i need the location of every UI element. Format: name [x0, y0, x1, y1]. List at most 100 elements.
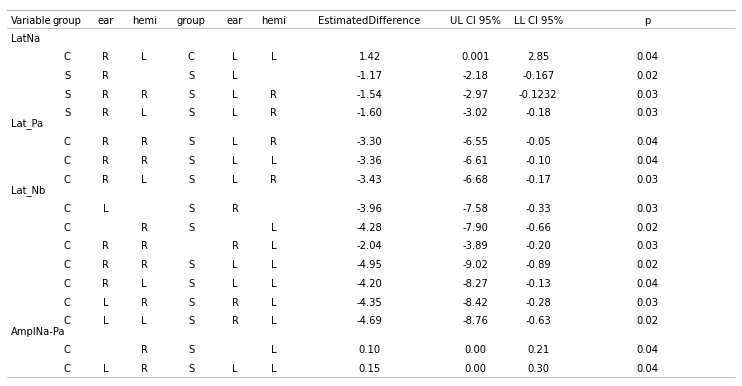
Text: C: C [64, 364, 70, 374]
Text: ear: ear [97, 16, 114, 26]
Text: 0.001: 0.001 [462, 52, 490, 62]
Text: 0.04: 0.04 [637, 137, 658, 147]
Text: 0.03: 0.03 [637, 204, 658, 214]
Text: R: R [232, 316, 238, 326]
Text: -3.43: -3.43 [357, 175, 382, 185]
Text: S: S [188, 260, 194, 270]
Text: 0.02: 0.02 [636, 71, 658, 81]
Text: 0.04: 0.04 [637, 345, 658, 355]
Text: -0.05: -0.05 [525, 137, 551, 147]
Text: L: L [271, 316, 276, 326]
Text: R: R [141, 364, 148, 374]
Text: S: S [188, 175, 194, 185]
Text: R: R [141, 241, 148, 251]
Text: C: C [64, 156, 70, 166]
Text: -2.18: -2.18 [463, 71, 489, 81]
Text: group: group [177, 16, 206, 26]
Text: L: L [103, 298, 108, 308]
Text: 0.04: 0.04 [637, 52, 658, 62]
Text: S: S [188, 298, 194, 308]
Text: Lat_Nb: Lat_Nb [11, 185, 45, 196]
Text: L: L [103, 364, 108, 374]
Text: ear: ear [227, 16, 243, 26]
Text: -8.27: -8.27 [463, 279, 489, 289]
Text: -0.18: -0.18 [525, 108, 551, 119]
Text: 0.03: 0.03 [637, 90, 658, 100]
Text: -9.02: -9.02 [463, 260, 489, 270]
Text: LatNa: LatNa [11, 34, 40, 44]
Text: -3.96: -3.96 [357, 204, 382, 214]
Text: 0.03: 0.03 [637, 241, 658, 251]
Text: L: L [271, 156, 276, 166]
Text: L: L [271, 345, 276, 355]
Text: L: L [271, 260, 276, 270]
Text: S: S [188, 71, 194, 81]
Text: -0.20: -0.20 [525, 241, 551, 251]
Text: C: C [64, 175, 70, 185]
Text: 0.04: 0.04 [637, 364, 658, 374]
Text: 0.00: 0.00 [464, 345, 487, 355]
Text: hemi: hemi [131, 16, 157, 26]
Text: group: group [53, 16, 82, 26]
Text: R: R [102, 71, 109, 81]
Text: -7.90: -7.90 [463, 223, 489, 233]
Text: L: L [232, 260, 237, 270]
Text: -0.1232: -0.1232 [519, 90, 557, 100]
Text: EstimatedDifference: EstimatedDifference [318, 16, 421, 26]
Text: L: L [271, 52, 276, 62]
Text: C: C [64, 137, 70, 147]
Text: -7.58: -7.58 [463, 204, 489, 214]
Text: L: L [232, 90, 237, 100]
Text: -1.54: -1.54 [357, 90, 382, 100]
Text: LL CI 95%: LL CI 95% [513, 16, 563, 26]
Text: C: C [64, 345, 70, 355]
Text: -6.61: -6.61 [463, 156, 489, 166]
Text: R: R [102, 137, 109, 147]
Text: 0.03: 0.03 [637, 108, 658, 119]
Text: 0.03: 0.03 [637, 175, 658, 185]
Text: -4.95: -4.95 [357, 260, 382, 270]
Text: -0.66: -0.66 [525, 223, 551, 233]
Text: S: S [188, 345, 194, 355]
Text: -0.63: -0.63 [525, 316, 551, 326]
Text: C: C [64, 279, 70, 289]
Text: -0.28: -0.28 [525, 298, 551, 308]
Text: R: R [141, 137, 148, 147]
Text: L: L [103, 316, 108, 326]
Text: -0.10: -0.10 [525, 156, 551, 166]
Text: R: R [141, 298, 148, 308]
Text: R: R [141, 223, 148, 233]
Text: R: R [102, 90, 109, 100]
Text: L: L [142, 279, 147, 289]
Text: -0.13: -0.13 [525, 279, 551, 289]
Text: hemi: hemi [261, 16, 286, 26]
Text: L: L [271, 241, 276, 251]
Text: C: C [64, 260, 70, 270]
Text: -4.35: -4.35 [357, 298, 382, 308]
Text: L: L [271, 279, 276, 289]
Text: R: R [102, 108, 109, 119]
Text: S: S [64, 71, 70, 81]
Text: L: L [142, 52, 147, 62]
Text: -3.02: -3.02 [463, 108, 488, 119]
Text: 0.15: 0.15 [358, 364, 381, 374]
Text: L: L [232, 71, 237, 81]
Text: R: R [270, 108, 277, 119]
Text: -0.33: -0.33 [525, 204, 551, 214]
Text: R: R [270, 137, 277, 147]
Text: -8.76: -8.76 [463, 316, 489, 326]
Text: S: S [188, 204, 194, 214]
Text: L: L [232, 364, 237, 374]
Text: Lat_Pa: Lat_Pa [11, 118, 43, 129]
Text: R: R [141, 345, 148, 355]
Text: -0.17: -0.17 [525, 175, 551, 185]
Text: -4.28: -4.28 [357, 223, 382, 233]
Text: C: C [64, 223, 70, 233]
Text: S: S [188, 223, 194, 233]
Text: C: C [64, 241, 70, 251]
Text: Variable: Variable [11, 16, 52, 26]
Text: L: L [142, 316, 147, 326]
Text: 1.42: 1.42 [358, 52, 381, 62]
Text: R: R [102, 175, 109, 185]
Text: R: R [141, 90, 148, 100]
